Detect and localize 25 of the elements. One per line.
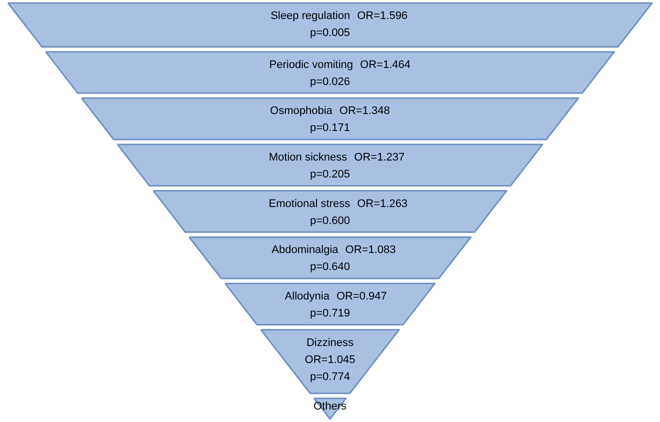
text: p=0.205: [310, 168, 350, 180]
category-label: Sleep regulation: [270, 10, 350, 22]
data-label: OR=1.464: [360, 58, 411, 71]
text: p=0.171: [310, 122, 350, 134]
category-label: Osmophobia: [270, 105, 334, 118]
text: p=0.026: [310, 76, 350, 88]
category-label: Periodic vomiting: [269, 58, 354, 71]
data-label: OR=0.947: [336, 290, 387, 302]
data-label: OR=1.083: [345, 244, 396, 256]
category-label: Allodynia: [284, 290, 330, 302]
data-label: OR=1.348: [339, 105, 390, 118]
category-label: Dizziness: [306, 336, 354, 349]
category-label: Emotional stress: [268, 198, 351, 210]
category-label: Motion sickness: [268, 151, 348, 164]
data-label: OR=1.045: [304, 354, 356, 366]
data-label: OR=1.263: [357, 198, 408, 210]
text: p=0.774: [310, 370, 350, 383]
data-label: OR=1.596: [357, 10, 408, 22]
text: p=0.719: [310, 307, 350, 320]
text: p=0.005: [310, 27, 350, 39]
data-label: OR=1.237: [354, 151, 405, 164]
category-label: Abdominalgia: [272, 244, 340, 256]
text: p=0.640: [310, 261, 350, 274]
text: p=0.600: [310, 214, 350, 227]
category-label: Others: [313, 400, 348, 413]
